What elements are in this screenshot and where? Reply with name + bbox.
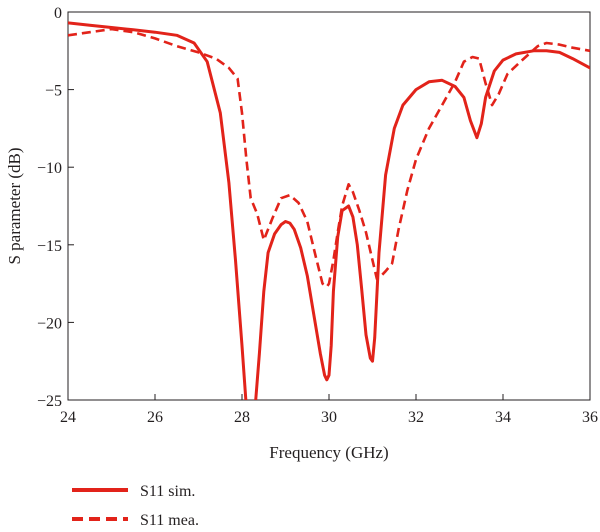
x-axis-title: Frequency (GHz) bbox=[269, 443, 388, 462]
y-axis-title: S parameter (dB) bbox=[5, 147, 24, 264]
x-tick-label: 26 bbox=[147, 409, 163, 426]
x-tick-label: 24 bbox=[60, 409, 76, 426]
legend: S11 sim. S11 mea. bbox=[72, 483, 199, 529]
legend-label: S11 mea. bbox=[140, 512, 199, 529]
x-tick-label: 30 bbox=[321, 409, 337, 426]
y-tick-label: −15 bbox=[37, 238, 62, 255]
x-tick-label: 28 bbox=[234, 409, 250, 426]
legend-label: S11 sim. bbox=[140, 483, 195, 500]
plot-area bbox=[67, 11, 591, 401]
ticks-group: 24 26 28 30 32 34 36 0 −5 −10 −15 −20 −25 bbox=[37, 5, 598, 426]
x-tick-label: 32 bbox=[408, 409, 424, 426]
series-line-simulated bbox=[68, 21, 590, 400]
series-line-measured bbox=[68, 27, 590, 289]
y-tick-label: −10 bbox=[37, 160, 62, 177]
y-tick-label: −25 bbox=[37, 393, 62, 410]
series-group bbox=[68, 21, 590, 400]
x-tick-label: 36 bbox=[582, 409, 598, 426]
x-tick-label: 34 bbox=[495, 409, 511, 426]
y-tick-label: 0 bbox=[54, 5, 62, 22]
y-tick-label: −5 bbox=[45, 83, 62, 100]
y-tick-label: −20 bbox=[37, 315, 62, 332]
